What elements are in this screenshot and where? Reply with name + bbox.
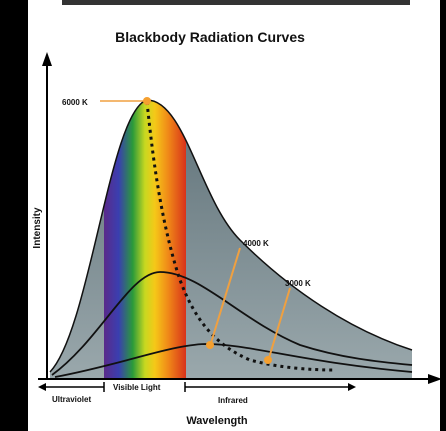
curve-6000k [49, 99, 413, 373]
y-axis-label: Intensity [32, 207, 43, 249]
y-arrow [42, 52, 52, 66]
region-markers [38, 382, 356, 392]
callout-dot [264, 356, 272, 364]
curve-4000k [51, 271, 413, 376]
region-label: Ultraviolet [52, 395, 91, 404]
x-arrow [428, 374, 442, 384]
curve-label: 3000 K [285, 279, 311, 288]
callout-dot [143, 97, 151, 105]
right-border [440, 0, 446, 431]
curve-label: 4000 K [243, 239, 269, 248]
curve-3000k [54, 343, 413, 378]
curve-callouts [100, 97, 291, 364]
callout-dot [206, 341, 214, 349]
title: Blackbody Radiation Curves [115, 29, 305, 45]
ir-arrowhead [348, 383, 356, 391]
callout-line [210, 247, 241, 344]
peak-trace [145, 101, 336, 372]
callout-line [268, 287, 291, 359]
region-label: Infrared [218, 396, 248, 405]
x-axis-label: Wavelength [186, 415, 248, 427]
uv-arrowhead [38, 383, 46, 391]
top-strip [62, 0, 410, 5]
region-label: Visible Light [113, 383, 161, 392]
axes [38, 52, 442, 384]
left-border [0, 0, 28, 431]
curve-label: 6000 K [62, 98, 88, 107]
